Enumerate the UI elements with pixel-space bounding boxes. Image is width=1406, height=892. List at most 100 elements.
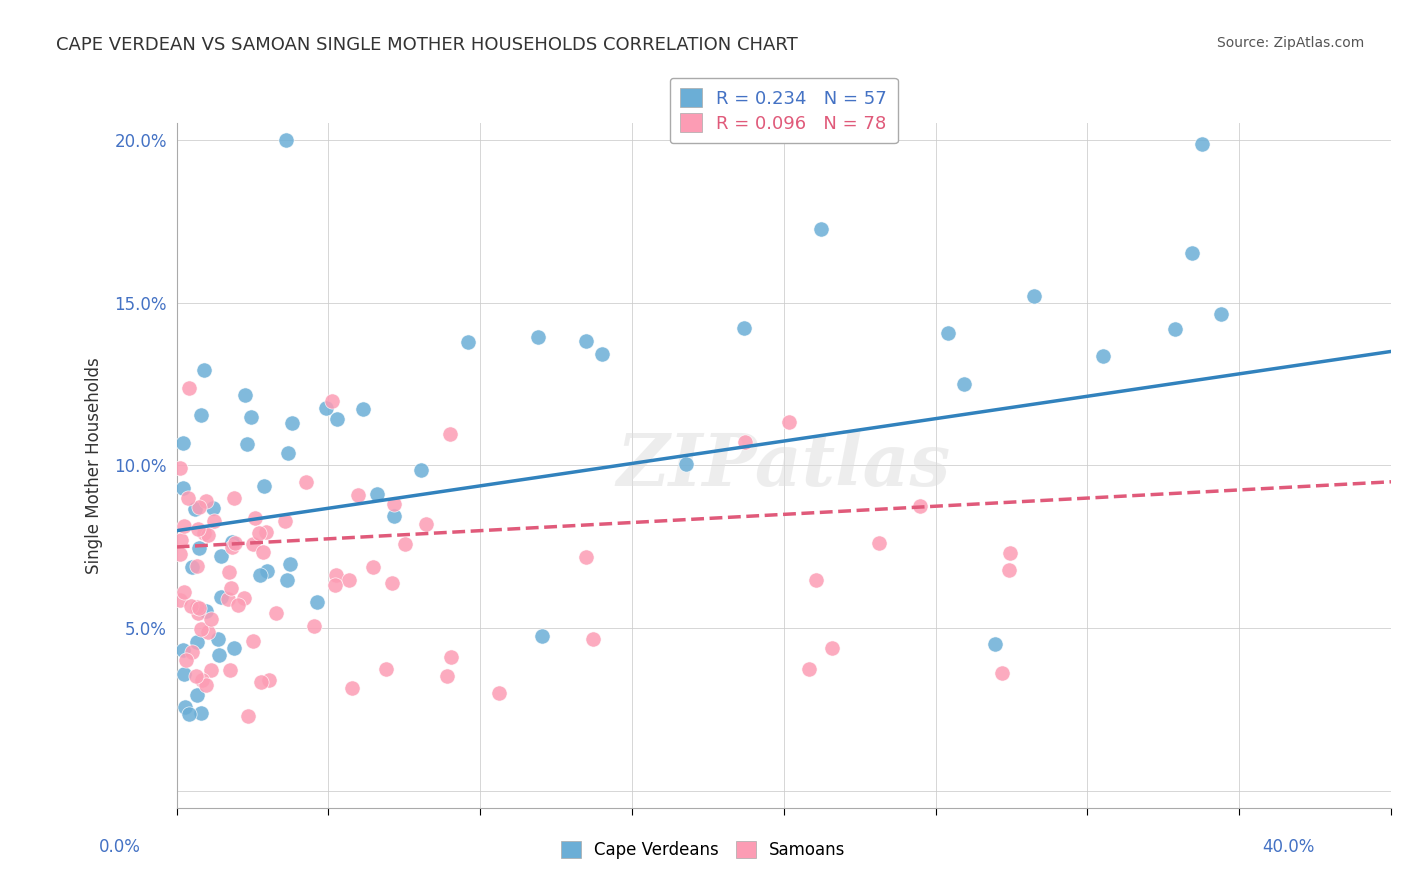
Point <box>325 567 347 582</box>
Point <box>197 528 219 542</box>
Point <box>202 515 225 529</box>
Point <box>217 592 239 607</box>
Point <box>195 494 218 508</box>
Point <box>1191 136 1213 151</box>
Point <box>194 604 217 618</box>
Point <box>531 629 554 643</box>
Point <box>575 549 598 564</box>
Point <box>998 563 1021 577</box>
Point <box>186 635 208 649</box>
Point <box>172 643 194 657</box>
Point <box>352 402 374 417</box>
Point <box>257 673 280 688</box>
Point <box>1209 307 1232 321</box>
Point <box>910 500 932 514</box>
Point <box>315 401 337 416</box>
Point <box>207 648 229 662</box>
Point <box>440 649 463 664</box>
Point <box>810 221 832 235</box>
Y-axis label: Single Mother Households: Single Mother Households <box>86 357 103 574</box>
Point <box>381 576 404 591</box>
Point <box>173 667 195 681</box>
Point <box>207 632 229 646</box>
Point <box>181 645 204 659</box>
Point <box>274 133 297 147</box>
Point <box>172 436 194 450</box>
Point <box>1024 288 1046 302</box>
Point <box>526 330 548 344</box>
Point <box>197 625 219 640</box>
Point <box>190 622 212 636</box>
Point <box>187 523 209 537</box>
Point <box>439 426 461 441</box>
Point <box>488 686 510 700</box>
Point <box>200 663 222 677</box>
Point <box>177 381 200 395</box>
Point <box>219 581 242 595</box>
Point <box>797 662 820 676</box>
Point <box>177 491 200 506</box>
Text: 0.0%: 0.0% <box>98 838 141 856</box>
Point <box>169 461 191 475</box>
Point <box>224 536 246 550</box>
Point <box>256 564 278 578</box>
Point <box>236 437 259 451</box>
Point <box>361 560 384 574</box>
Text: ZIPatlas: ZIPatlas <box>617 430 950 501</box>
Point <box>302 619 325 633</box>
Point <box>173 585 195 599</box>
Point <box>179 707 201 722</box>
Point <box>190 706 212 720</box>
Point <box>575 334 598 348</box>
Point <box>294 475 316 489</box>
Point <box>174 653 197 667</box>
Point <box>582 632 605 646</box>
Point <box>242 634 264 648</box>
Point <box>191 673 214 688</box>
Legend: Cape Verdeans, Samoans: Cape Verdeans, Samoans <box>554 834 852 866</box>
Point <box>226 598 249 612</box>
Point <box>394 537 416 551</box>
Text: CAPE VERDEAN VS SAMOAN SINGLE MOTHER HOUSEHOLDS CORRELATION CHART: CAPE VERDEAN VS SAMOAN SINGLE MOTHER HOU… <box>56 36 799 54</box>
Point <box>233 388 256 402</box>
Point <box>340 681 363 695</box>
Point <box>415 516 437 531</box>
Point <box>274 514 297 528</box>
Point <box>221 540 243 554</box>
Point <box>173 519 195 533</box>
Point <box>222 640 245 655</box>
Point <box>239 410 262 425</box>
Point <box>184 669 207 683</box>
Text: Source: ZipAtlas.com: Source: ZipAtlas.com <box>1216 36 1364 50</box>
Point <box>325 411 347 425</box>
Point <box>184 501 207 516</box>
Point <box>591 347 613 361</box>
Point <box>321 394 343 409</box>
Point <box>188 541 211 556</box>
Point <box>195 677 218 691</box>
Point <box>278 557 301 571</box>
Point <box>1181 245 1204 260</box>
Point <box>276 574 298 588</box>
Point <box>252 545 274 559</box>
Point <box>180 599 202 614</box>
Point <box>675 457 697 471</box>
Point <box>325 578 347 592</box>
Point <box>187 500 209 514</box>
Point <box>249 567 271 582</box>
Point <box>305 595 328 609</box>
Point <box>186 689 208 703</box>
Point <box>778 415 800 429</box>
Point <box>990 665 1012 680</box>
Point <box>188 600 211 615</box>
Point <box>868 536 890 550</box>
Point <box>280 416 302 430</box>
Point <box>264 606 287 620</box>
Text: 40.0%: 40.0% <box>1263 838 1315 856</box>
Point <box>1000 546 1022 560</box>
Point <box>187 606 209 620</box>
Point <box>366 487 388 501</box>
Point <box>1091 349 1114 363</box>
Point <box>245 511 267 525</box>
Point <box>253 479 276 493</box>
